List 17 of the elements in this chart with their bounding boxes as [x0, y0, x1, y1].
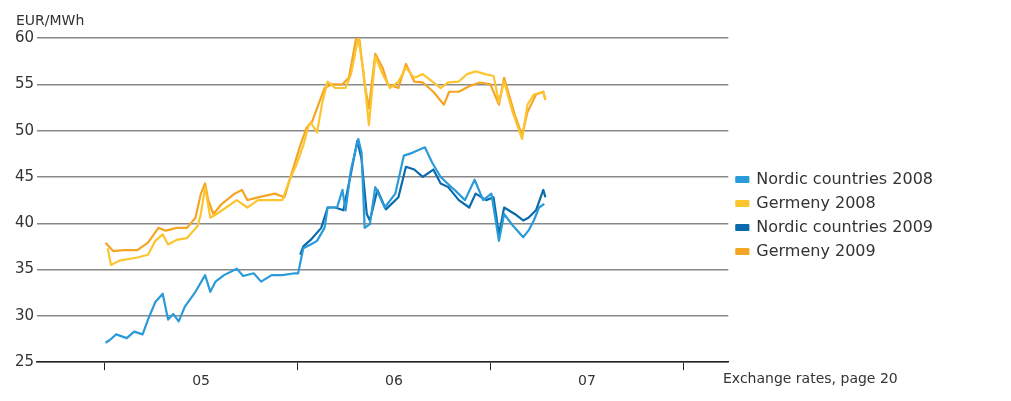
x-tick-label: 06	[385, 372, 403, 389]
y-axis-title: EUR/MWh	[16, 11, 85, 28]
y-tick-label: 25	[14, 352, 35, 371]
x-tick-label: 05	[192, 372, 210, 389]
y-tick-label: 55	[14, 74, 35, 93]
y-tick-label: 45	[14, 166, 35, 185]
legend-label: Nordic countries 2009	[756, 216, 933, 236]
legend-label: Germeny 2009	[756, 240, 876, 260]
x-tick-label: 07	[577, 372, 596, 389]
y-tick-label: 60	[14, 27, 35, 46]
y-tick-label: 30	[14, 305, 35, 324]
y-tick-label: 50	[14, 120, 35, 139]
y-tick-label: 35	[14, 259, 35, 278]
text: Exchange rates, page 20	[723, 370, 899, 386]
y-tick-label: 40	[14, 213, 35, 232]
legend-label: Germeny 2008	[756, 192, 876, 212]
legend-label: Nordic countries 2008	[756, 168, 933, 188]
